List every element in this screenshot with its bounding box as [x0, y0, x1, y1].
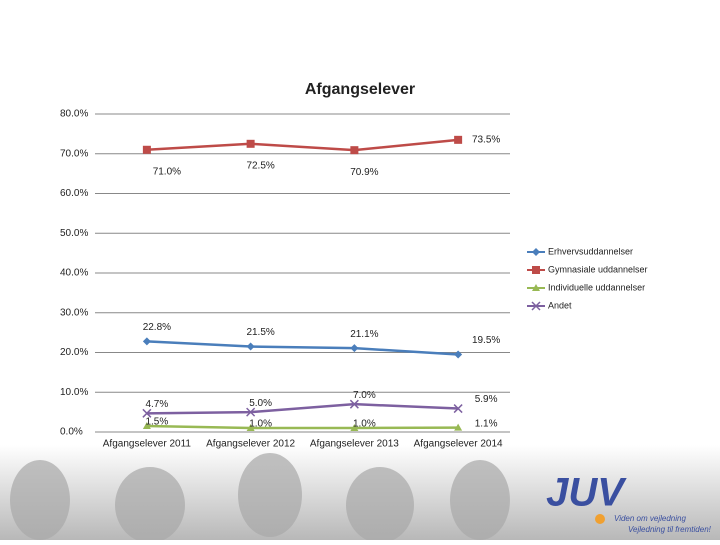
marker [246, 407, 256, 417]
chart-title: Afgangselever [305, 81, 415, 98]
data-label: 4.7% [145, 399, 168, 410]
legend-label: Individuelle uddannelser [548, 282, 645, 292]
data-label: 1.5% [145, 417, 168, 428]
series-line [146, 340, 459, 356]
marker [142, 337, 151, 346]
data-label: 21.1% [350, 329, 378, 340]
y-tick-label: 20.0% [60, 347, 88, 358]
photo-silhouettes [10, 453, 510, 543]
data-label: 1.1% [475, 418, 498, 429]
marker [142, 145, 151, 154]
marker [350, 344, 359, 353]
marker [349, 399, 359, 409]
marker [453, 404, 463, 414]
x-tick-label: Afgangselever 2013 [310, 439, 399, 450]
data-label: 70.9% [350, 167, 378, 178]
series-line [146, 402, 459, 415]
marker [454, 423, 463, 431]
marker [246, 342, 255, 351]
marker [454, 350, 463, 359]
data-label: 7.0% [353, 390, 376, 401]
legend-label: Andet [548, 300, 572, 310]
data-label: 73.5% [472, 134, 500, 145]
data-label: 71.0% [153, 166, 181, 177]
legend-label: Erhvervsuddannelser [548, 246, 633, 256]
marker [350, 146, 359, 155]
data-label: 1.0% [353, 419, 376, 430]
series-line [146, 424, 459, 430]
series-line [146, 138, 459, 152]
data-label: 22.8% [143, 322, 171, 333]
y-tick-label: 60.0% [60, 188, 88, 199]
logo: JUV [546, 471, 627, 515]
logo-dot [595, 514, 605, 524]
data-label: 1.0% [249, 419, 272, 430]
tagline: Viden om vejledning [614, 514, 686, 523]
y-tick-label: 40.0% [60, 268, 88, 279]
marker [246, 139, 255, 148]
y-tick-label: 70.0% [60, 148, 88, 159]
legend-label: Gymnasiale uddannelser [548, 264, 648, 274]
marker [350, 424, 359, 432]
y-tick-label: 50.0% [60, 228, 88, 239]
data-label: 21.5% [246, 327, 274, 338]
data-label: 5.0% [249, 398, 272, 409]
y-tick-label: 10.0% [60, 387, 88, 398]
x-tick-label: Afgangselever 2014 [414, 439, 503, 450]
marker [454, 135, 463, 144]
x-tick-label: Afgangselever 2012 [206, 439, 295, 450]
marker [532, 284, 540, 291]
marker [532, 266, 540, 274]
tagline: Vejledning til fremtiden! [628, 525, 712, 534]
x-tick-label: Afgangselever 2011 [103, 439, 192, 450]
data-label: 5.9% [475, 394, 498, 405]
marker [531, 301, 541, 311]
marker [142, 408, 152, 418]
y-tick-label: 0.0% [60, 427, 83, 438]
data-label: 72.5% [246, 160, 274, 171]
data-label: 19.5% [472, 335, 500, 346]
marker [142, 422, 151, 430]
marker [246, 424, 255, 432]
y-tick-label: 30.0% [60, 307, 88, 318]
marker [532, 248, 540, 256]
y-tick-label: 80.0% [60, 109, 88, 120]
